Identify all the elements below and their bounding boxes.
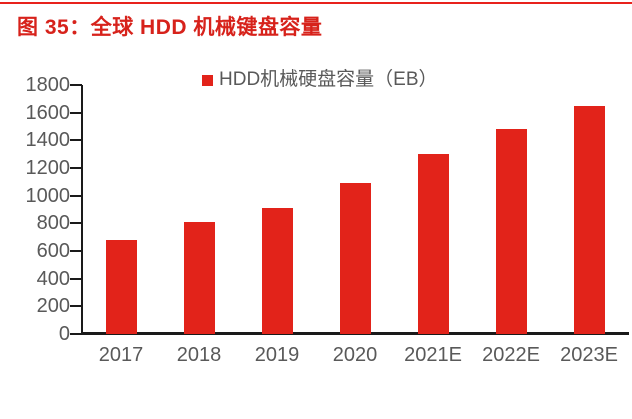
y-axis-label: 400 [36,267,70,290]
y-axis-label: 1200 [25,157,71,179]
top-accent-rule [0,2,632,4]
x-axis-label: 2021E [404,344,462,366]
legend-label: HDD机械硬盘容量（EB） [219,69,438,90]
y-axis-tick [70,84,82,86]
y-axis-label: 200 [36,295,70,318]
y-axis-tick [70,194,82,197]
y-axis-tick [70,305,82,308]
y-axis-label: 1400 [25,129,71,152]
x-axis-label: 2022E [482,344,540,366]
chart-legend: HDD机械硬盘容量（EB） [202,69,438,91]
y-axis-tick [70,111,82,114]
bar-2017 [105,239,137,334]
y-axis-tick [70,222,82,225]
y-axis-label: 0 [58,323,70,345]
x-axis-label: 2018 [176,344,222,366]
bar-2022E [495,129,527,334]
bar-2021E [417,154,449,334]
y-axis-line [81,85,83,335]
y-axis-tick [70,139,82,142]
y-axis-label: 1000 [25,184,71,207]
bar-2019 [261,208,293,334]
y-axis-label: 600 [36,240,70,262]
y-axis-tick [70,167,82,169]
legend-swatch-icon [202,74,213,86]
y-axis-tick [70,333,82,335]
y-axis-label: 1600 [25,101,71,124]
x-axis-label: 2019 [254,344,300,366]
x-axis-label: 2023E [560,344,618,366]
y-axis-label: 1800 [25,74,71,96]
x-axis-label: 2017 [98,344,144,366]
bar-2023E [573,105,605,334]
bar-2018 [183,221,215,334]
bar-2020 [339,183,371,334]
x-axis-label: 2020 [332,344,378,366]
y-axis-label: 800 [36,212,70,235]
figure-title: 图 35：全球 HDD 机械键盘容量 [17,16,323,39]
y-axis-tick [70,250,82,252]
y-axis-tick [70,277,82,280]
